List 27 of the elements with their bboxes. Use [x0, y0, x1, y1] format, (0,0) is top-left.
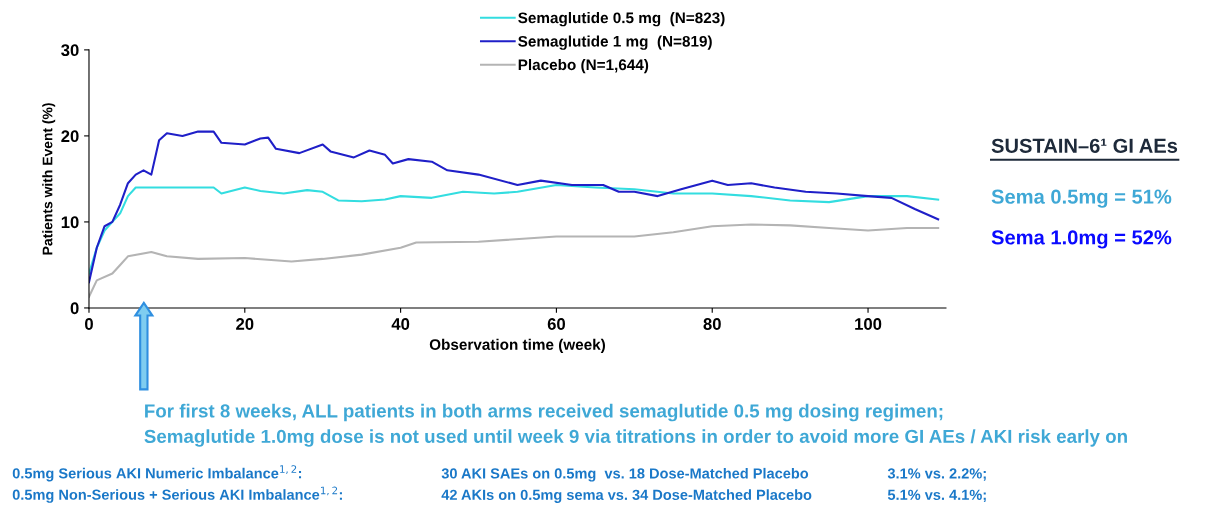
text: Semaglutide 1.0mg dose is not used until week 9 via titrations in order to avoid more GI AEs / AKI risk early on: [144, 429, 1127, 447]
text: 42 AKIs on 0.5mg sema vs. 34 Dose-Matched Placebo: [441, 489, 812, 503]
y-axis-title: Patients with Event (%): [42, 103, 56, 255]
x-tick-label: 20: [236, 318, 254, 330]
x-tick-label: 0: [85, 318, 93, 330]
line-series: [88, 223, 940, 298]
text: 0.5mg Non-Serious + Serious AKI Imbalance$^{1,2}$:: [12, 486, 342, 503]
x-tick-label: 80: [703, 318, 721, 330]
y-tick-label: 0: [70, 302, 79, 315]
legend-label: Placebo (N=1,644): [518, 58, 649, 74]
y-tick-label: 30: [61, 44, 79, 57]
x-tick-label: 100: [855, 318, 882, 330]
text: Sema 1.0mg = 52%: [991, 230, 1172, 249]
text: 0.5mg Serious AKI Numeric Imbalance$^{1,2}$:: [12, 465, 302, 482]
y-tick-label: 20: [61, 130, 79, 143]
x-axis-title: Observation time (week): [429, 338, 606, 353]
x-tick-label: 60: [547, 318, 566, 330]
text: For first 8 weeks, ALL patients in both arms received semaglutide 0.5 mg dosing regimen;: [145, 403, 943, 422]
text: 5.1% vs. 4.1%;: [887, 489, 986, 503]
legend-label: Semaglutide 0.5 mg (N=823): [518, 12, 725, 27]
text: SUSTAIN–6¹ GI AEs: [991, 138, 1178, 153]
text: Sema 0.5mg = 51%: [991, 189, 1172, 208]
text: 30 AKI SAEs on 0.5mg vs. 18 Dose-Matched Placebo: [441, 467, 809, 482]
text: 3.1% vs. 2.2%;: [887, 468, 986, 481]
x-tick-label: 40: [391, 318, 410, 330]
y-tick-label: 10: [61, 216, 79, 229]
legend-label: Semaglutide 1 mg (N=819): [518, 35, 712, 50]
